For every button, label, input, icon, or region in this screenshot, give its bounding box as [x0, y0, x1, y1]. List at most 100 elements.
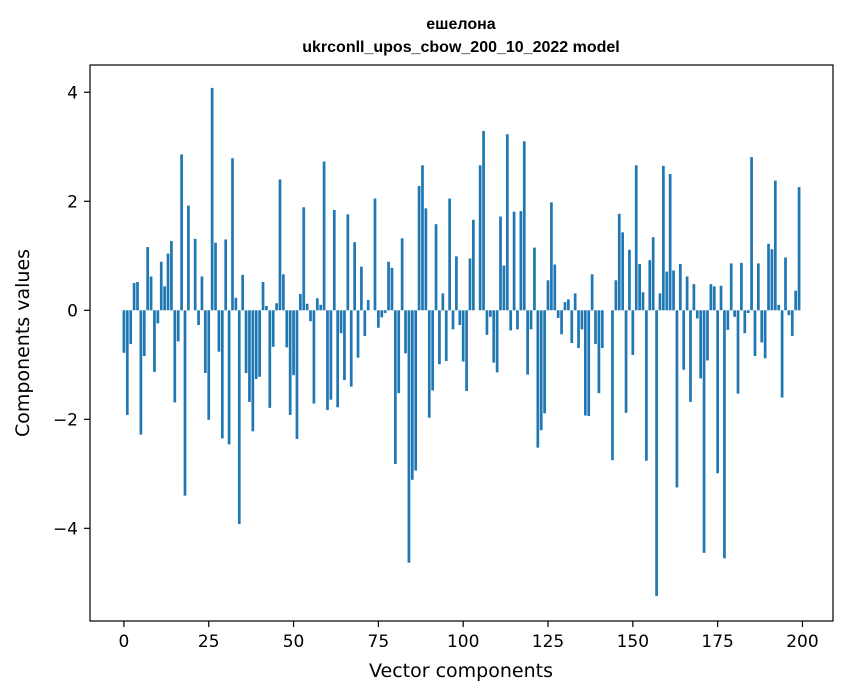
chart-title: ешелона: [426, 16, 496, 33]
bar: [417, 186, 421, 311]
bar: [346, 214, 350, 311]
bar: [404, 310, 407, 354]
bar: [583, 310, 587, 416]
bar: [455, 256, 458, 311]
bar: [536, 310, 540, 448]
bar: [421, 165, 424, 311]
bar: [224, 239, 228, 311]
bar: [692, 284, 696, 311]
bar: [505, 134, 509, 311]
bar: [645, 310, 648, 461]
bar: [156, 310, 160, 324]
x-tick-label: 25: [198, 632, 220, 652]
bar: [254, 310, 258, 379]
y-axis-ticks: −4 −2 0 2 4: [53, 83, 90, 539]
bar: [560, 310, 563, 335]
bar: [573, 293, 577, 311]
bar: [478, 165, 482, 311]
bar: [180, 154, 183, 311]
bar: [767, 243, 770, 311]
bar: [567, 299, 570, 311]
bar: [360, 266, 363, 311]
bar: [265, 305, 268, 311]
bar: [356, 310, 360, 358]
bar: [220, 310, 224, 439]
bar: [770, 249, 774, 311]
bar: [685, 276, 689, 311]
bar: [522, 141, 526, 311]
bar: [631, 310, 635, 355]
bar: [628, 249, 631, 311]
x-tick-label: 0: [119, 632, 130, 652]
bar: [726, 310, 730, 330]
bar: [387, 261, 390, 311]
bar: [390, 267, 394, 311]
bar: [393, 310, 397, 465]
bar: [227, 310, 231, 445]
bar: [743, 310, 747, 334]
bar: [716, 310, 719, 474]
bar: [336, 310, 340, 408]
bar: [458, 310, 462, 326]
bar: [125, 310, 129, 415]
bar: [234, 297, 238, 311]
bar: [193, 238, 197, 311]
bar: [176, 310, 180, 342]
bar: [258, 310, 261, 377]
bar: [485, 310, 489, 335]
bar: [268, 310, 272, 408]
bar: [170, 241, 173, 311]
bar: [383, 310, 387, 314]
bar: [526, 310, 530, 375]
bar: [753, 310, 757, 357]
bar: [438, 310, 441, 365]
bar: [499, 216, 502, 311]
bar: [410, 310, 414, 480]
bar: [516, 310, 519, 330]
bar: [461, 310, 465, 362]
bar: [237, 310, 241, 524]
bar: [502, 265, 506, 311]
bar: [465, 310, 468, 391]
bar: [784, 257, 787, 311]
bar: [488, 310, 492, 317]
y-tick-label: 4: [67, 83, 78, 103]
x-tick-label: 75: [368, 632, 390, 652]
bar: [740, 262, 743, 311]
bar: [217, 310, 221, 352]
bar: [621, 232, 625, 311]
bar: [702, 310, 706, 553]
bar: [282, 274, 285, 311]
bar: [773, 180, 777, 311]
bar: [590, 274, 594, 311]
bar: [312, 310, 316, 404]
bar: [288, 310, 292, 415]
bar: [723, 310, 726, 559]
x-tick-label: 50: [283, 632, 305, 652]
bar: [315, 298, 319, 311]
bar: [662, 165, 665, 311]
bar: [641, 292, 645, 311]
bar: [675, 310, 679, 488]
bar: [780, 310, 784, 398]
bar: [275, 303, 278, 311]
bar: [407, 310, 411, 563]
bar: [139, 310, 143, 435]
bar: [570, 310, 574, 343]
bar: [159, 261, 163, 311]
bar: [163, 286, 166, 311]
bar: [533, 247, 536, 311]
bar: [146, 247, 150, 311]
bar: [482, 130, 485, 311]
bar: [427, 310, 431, 418]
y-tick-label: −4: [53, 519, 78, 539]
bar: [142, 310, 146, 357]
bar: [322, 161, 326, 311]
bar: [550, 202, 553, 311]
bar: [251, 310, 255, 432]
bar: [563, 302, 567, 311]
bar: [529, 310, 533, 330]
bar: [380, 310, 384, 318]
